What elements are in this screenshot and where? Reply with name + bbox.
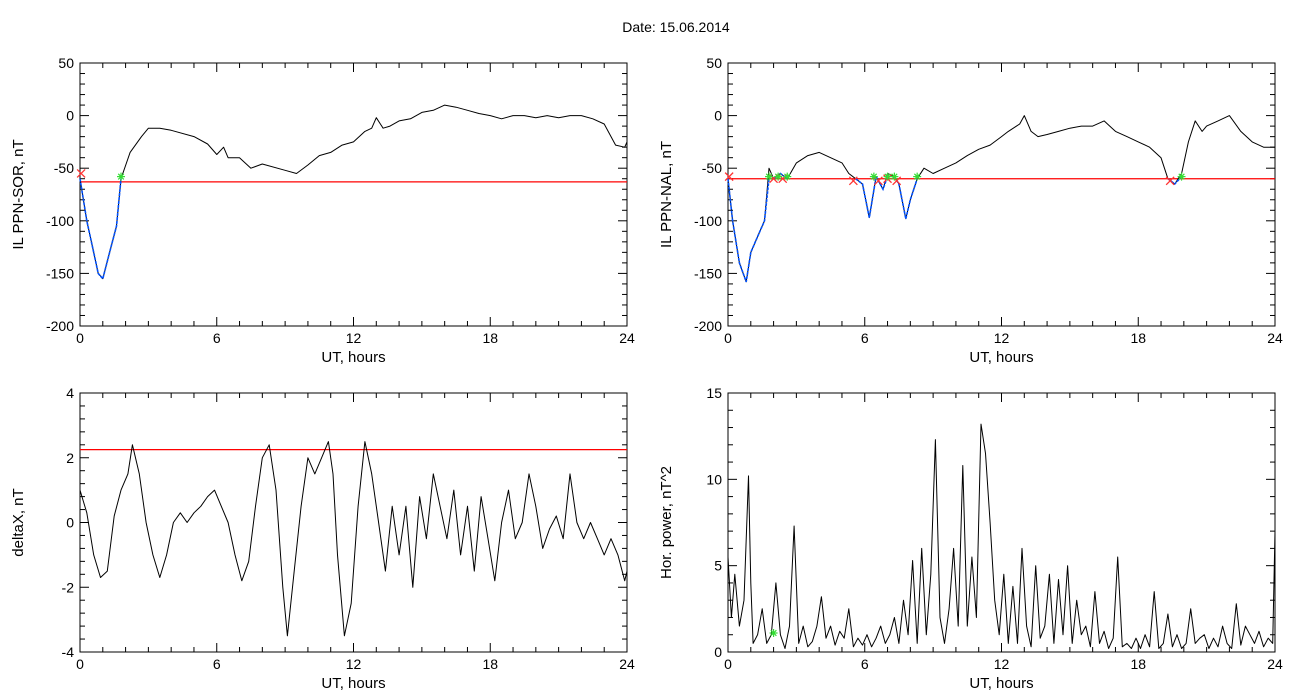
x-tick-label: 0 — [724, 330, 732, 346]
start-marker — [883, 172, 892, 181]
x-tick-label: 24 — [619, 330, 635, 346]
y-axis-label: Hor. power, nT^2 — [658, 466, 675, 579]
y-tick-label: 15 — [706, 385, 722, 401]
x-axis-label: UT, hours — [969, 349, 1033, 366]
series-line — [79, 104, 628, 280]
start-marker — [1177, 172, 1186, 181]
x-tick-label: 12 — [994, 656, 1010, 672]
x-axis-label: UT, hours — [321, 349, 385, 366]
x-tick-label: 24 — [619, 656, 635, 672]
x-tick-label: 0 — [76, 330, 84, 346]
start-marker — [783, 172, 792, 181]
y-tick-label: -150 — [694, 265, 722, 281]
plot-frame — [79, 392, 628, 653]
chart-panel-power: 0 6 12 18 24 0 5 10 15 UT, hours Hor. power, nT^2 — [658, 385, 1283, 692]
y-tick-label: 10 — [706, 471, 722, 487]
event-segment — [727, 178, 770, 283]
start-marker — [890, 172, 899, 181]
event-segment — [855, 176, 877, 218]
start-marker — [774, 172, 783, 181]
y-tick-label: 0 — [714, 108, 722, 124]
x-tick-label: 6 — [213, 330, 221, 346]
y-axis-label: deltaX, nT — [10, 488, 27, 556]
x-tick-label: 12 — [346, 656, 362, 672]
end-marker — [848, 176, 858, 186]
plot-frame — [727, 392, 1276, 653]
x-axis-label: UT, hours — [321, 675, 385, 692]
x-axis-label: UT, hours — [969, 675, 1033, 692]
chart-panel-sor: 0 6 12 18 24 -200 -150 -100 -50 0 50 UT, hours IL PP… — [10, 55, 635, 366]
x-tick-label: 18 — [1130, 656, 1146, 672]
y-tick-label: 5 — [714, 558, 722, 574]
y-tick-label: -4 — [62, 644, 75, 660]
end-marker — [1165, 176, 1175, 186]
start-marker — [765, 172, 774, 181]
y-tick-label: 0 — [714, 644, 722, 660]
start-marker — [117, 172, 126, 181]
plot-frame — [79, 62, 628, 327]
y-tick-label: -100 — [46, 213, 74, 229]
y-axis-label: IL PPN-NAL, nT — [658, 141, 675, 248]
y-axis-label: IL PPN-SOR, nT — [10, 139, 27, 249]
series-line — [727, 423, 1276, 649]
start-marker — [769, 629, 778, 638]
y-tick-label: 2 — [66, 450, 74, 466]
series-line — [79, 441, 628, 637]
series-line — [727, 115, 1275, 283]
x-tick-label: 6 — [861, 330, 869, 346]
y-tick-label: 50 — [706, 55, 722, 71]
y-tick-label: -200 — [46, 318, 74, 334]
y-tick-label: 0 — [66, 515, 74, 531]
plot-frame — [727, 62, 1276, 327]
start-marker — [869, 172, 878, 181]
y-tick-label: -150 — [46, 265, 74, 281]
y-tick-label: 50 — [58, 55, 74, 71]
chart-panel-nal: 0 6 12 18 24 -200 -150 -100 -50 0 50 UT, hours IL PP… — [658, 55, 1283, 366]
x-tick-label: 12 — [346, 330, 362, 346]
x-tick-label: 12 — [994, 330, 1010, 346]
x-tick-label: 6 — [213, 656, 221, 672]
event-segment — [79, 178, 122, 281]
x-tick-label: 18 — [482, 656, 498, 672]
y-tick-label: -2 — [62, 579, 75, 595]
start-marker — [913, 172, 922, 181]
x-tick-label: 24 — [1267, 656, 1283, 672]
y-tick-label: -50 — [702, 160, 722, 176]
y-tick-label: 0 — [66, 108, 74, 124]
y-tick-label: 4 — [66, 385, 74, 401]
end-marker — [76, 169, 86, 178]
x-tick-label: 0 — [724, 656, 732, 672]
y-tick-label: -100 — [694, 213, 722, 229]
x-tick-label: 6 — [861, 656, 869, 672]
x-tick-label: 0 — [76, 656, 84, 672]
x-tick-label: 18 — [1130, 330, 1146, 346]
page-title: Date: 15.06.2014 — [622, 19, 730, 35]
x-tick-label: 24 — [1267, 330, 1283, 346]
end-marker — [724, 172, 734, 182]
y-tick-label: -200 — [694, 318, 722, 334]
x-tick-label: 18 — [482, 330, 498, 346]
y-tick-label: -50 — [54, 160, 74, 176]
